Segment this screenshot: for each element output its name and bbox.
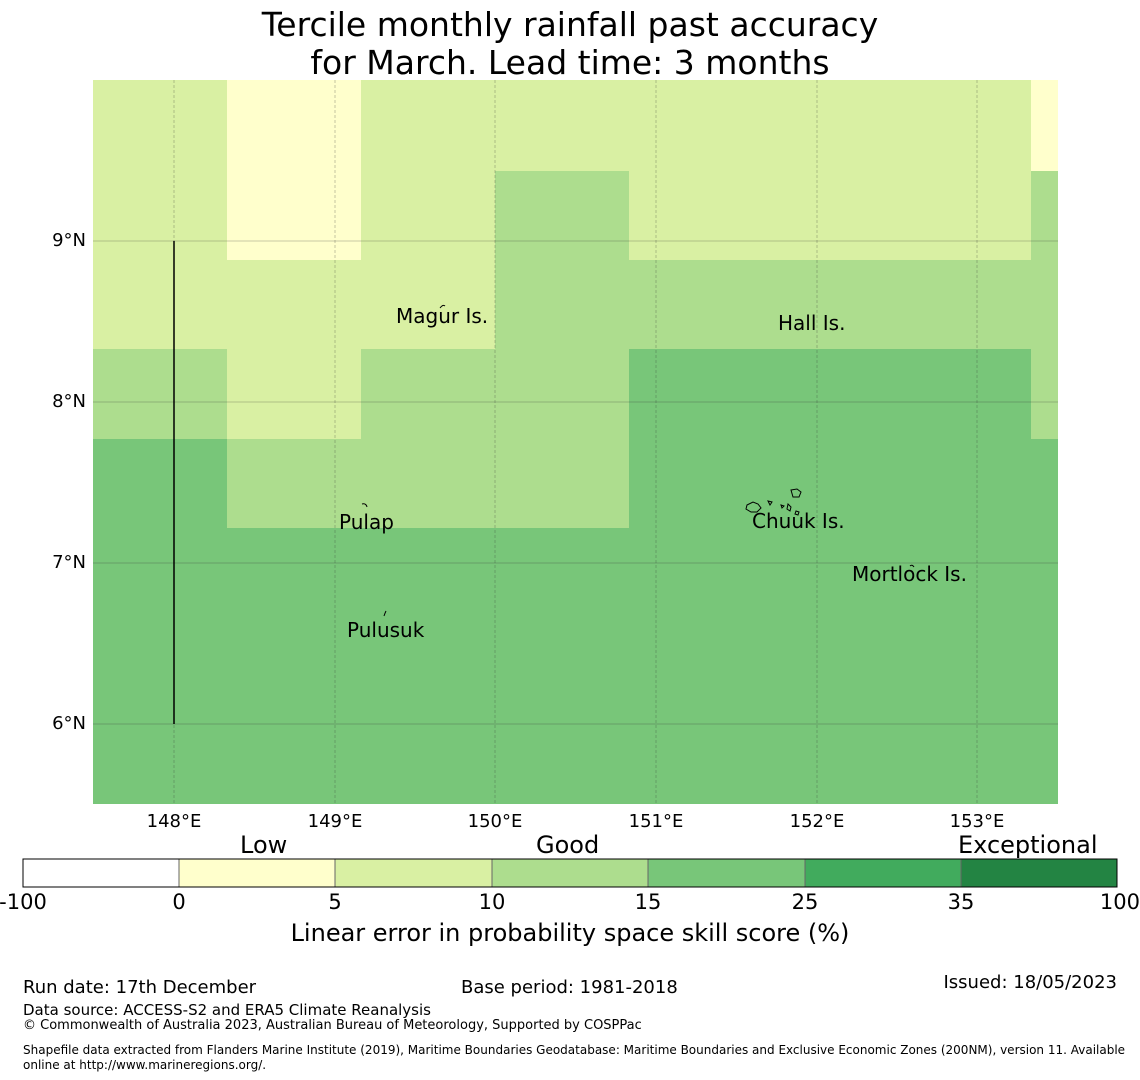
lon-label-151e: 151°E	[628, 811, 684, 832]
colorbar-segment	[805, 859, 961, 887]
lon-label-153e: 153°E	[949, 811, 1005, 832]
grid-cell	[1031, 80, 1058, 171]
chuuk-island-outline	[780, 504, 785, 509]
colorbar-tick-label: 35	[947, 890, 975, 914]
chart-title-line1: Tercile monthly rainfall past accuracy	[261, 5, 879, 44]
chuuk-island-outline	[745, 501, 762, 513]
category-label-low: Low	[240, 831, 288, 859]
grid-cell	[93, 349, 227, 439]
chart-title-line2: for March. Lead time: 3 months	[310, 43, 830, 82]
colorbar-tick-label: 25	[791, 890, 819, 914]
run-date: Run date: 17th December	[23, 977, 257, 998]
data-source: Data source: ACCESS-S2 and ERA5 Climate …	[23, 1001, 431, 1019]
grid-cell	[629, 260, 1031, 349]
grid-cell	[1031, 439, 1058, 804]
lon-label-149e: 149°E	[307, 811, 363, 832]
pulusuk-island-outline	[383, 610, 387, 617]
base-period: Base period: 1981-2018	[461, 977, 678, 998]
colorbar-tick-label: 10	[478, 890, 506, 914]
issued-date: Issued: 18/05/2023	[943, 972, 1117, 993]
category-label-exceptional: Exceptional	[958, 831, 1098, 859]
grid-cell	[227, 439, 361, 528]
grid-cell	[361, 80, 495, 349]
colorbar-tick-label: 100	[1099, 890, 1140, 914]
place-label-chuuk: Chuuk Is.	[752, 509, 845, 533]
lon-label-148e: 148°E	[146, 811, 202, 832]
colorbar-segment	[23, 859, 179, 887]
grid-cell	[629, 80, 1031, 260]
grid-cell	[1031, 171, 1058, 439]
grid-cell	[361, 349, 495, 528]
colorbar-segment	[335, 859, 492, 887]
shapefile-credit-line2: online at http://www.marineregions.org/.	[23, 1058, 267, 1072]
place-label-magur: Magur Is.	[396, 304, 489, 328]
place-label-pulap: Pulap	[339, 510, 394, 534]
colorbar-tick-label: 5	[328, 890, 342, 914]
place-label-hall: Hall Is.	[778, 311, 846, 335]
colorbar	[22, 858, 1118, 888]
grid-cell	[495, 171, 629, 528]
colorbar-tick-label: -100	[0, 890, 47, 914]
colorbar-tick-label: 0	[172, 890, 186, 914]
copyright-notice: © Commonwealth of Australia 2023, Austra…	[23, 1018, 642, 1033]
island-outlines	[361, 304, 915, 617]
skill-grid	[93, 80, 1058, 804]
chuuk-lagoon-outline	[790, 488, 802, 498]
grid-cell	[227, 260, 361, 439]
grid-cell	[495, 528, 629, 804]
grid-cell	[93, 80, 227, 349]
colorbar-title: Linear error in probability space skill …	[290, 919, 850, 947]
colorbar-segment	[492, 859, 648, 887]
place-label-pulusuk: Pulusuk	[347, 618, 425, 642]
grid-cell	[361, 528, 495, 804]
lat-label-7n: 7°N	[52, 552, 86, 573]
chuuk-island-outline	[786, 502, 792, 512]
lon-label-150e: 150°E	[467, 811, 523, 832]
grid-cell	[495, 80, 629, 171]
grid-cell	[227, 528, 361, 804]
lon-label-152e: 152°E	[789, 811, 845, 832]
colorbar-segment	[179, 859, 335, 887]
lat-label-6n: 6°N	[52, 713, 86, 734]
grid-cell	[93, 439, 227, 804]
category-label-good: Good	[536, 831, 600, 859]
colorbar-tick-label: 15	[634, 890, 662, 914]
lat-label-8n: 8°N	[52, 391, 86, 412]
shapefile-credit-line1: Shapefile data extracted from Flanders M…	[23, 1043, 1126, 1057]
colorbar-border	[22, 858, 1118, 888]
mortlock-island-outline	[909, 564, 915, 568]
grid-cell	[629, 349, 1031, 804]
colorbar-segment	[961, 859, 1117, 887]
magur-island-outline	[439, 304, 446, 309]
lat-label-9n: 9°N	[52, 230, 86, 251]
chuuk-island-outline	[794, 510, 800, 516]
pulap-island-outline	[361, 503, 368, 508]
grid-cell	[227, 80, 361, 260]
colorbar-segment	[648, 859, 805, 887]
place-label-mortlock: Mortlock Is.	[852, 562, 967, 586]
chuuk-island-outline	[767, 500, 773, 506]
